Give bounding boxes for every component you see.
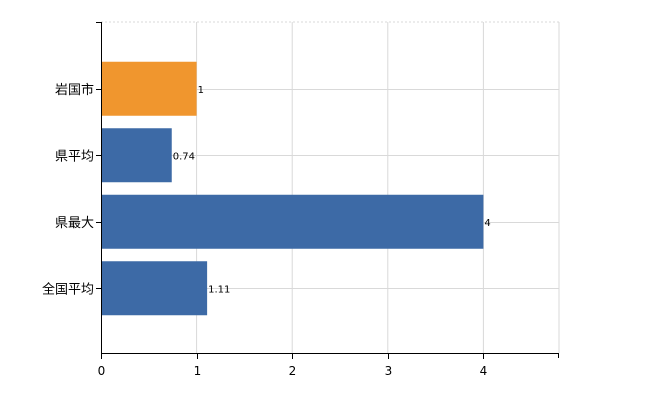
data-label: 1.11 (208, 284, 230, 295)
bar (101, 194, 484, 249)
category-label: 全国平均 (42, 281, 94, 297)
labels-layer: 1 岩国市 0.74 県平均 4 県最大 1.11 全国平均 0 1 2 3 4 (42, 82, 491, 378)
bar (101, 128, 172, 183)
bar (101, 61, 197, 116)
x-tick-label: 2 (289, 364, 297, 378)
bar (101, 261, 208, 316)
axes-layer (96, 22, 559, 359)
x-tick-label: 4 (480, 364, 488, 378)
data-label: 0.74 (173, 151, 195, 162)
bars-layer (101, 61, 484, 316)
category-label: 岩国市 (55, 82, 94, 98)
data-label: 1 (198, 85, 204, 96)
x-tick-label: 0 (98, 364, 106, 378)
category-label: 県平均 (55, 149, 94, 164)
category-label: 県最大 (55, 216, 94, 231)
x-tick-label: 3 (385, 364, 393, 378)
data-label: 4 (484, 218, 490, 229)
x-tick-label: 1 (194, 364, 202, 378)
